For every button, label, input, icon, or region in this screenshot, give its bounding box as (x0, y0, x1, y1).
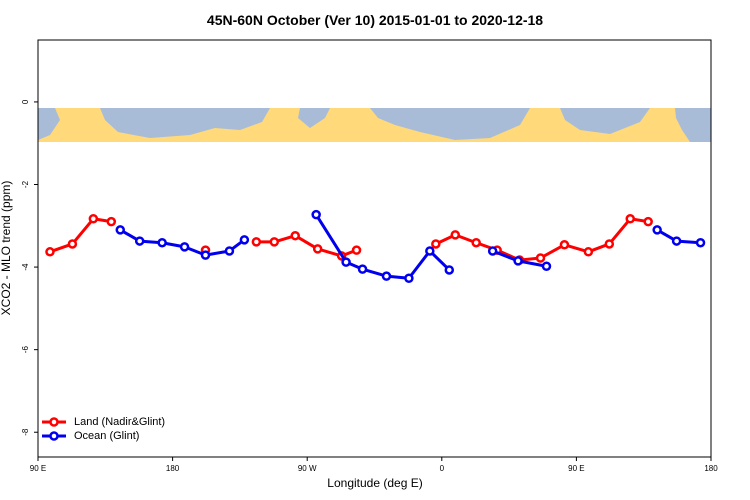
y-tick-label: -4 (21, 263, 30, 271)
data-point (88, 214, 99, 224)
data-point (341, 257, 351, 267)
x-tick-label: 90 E (568, 464, 584, 473)
data-point (652, 225, 662, 235)
data-point (625, 214, 635, 224)
legend-marker (49, 417, 59, 427)
data-point (224, 246, 235, 256)
data-point (200, 250, 211, 260)
legend-label: Ocean (Glint) (74, 430, 139, 442)
data-point (251, 237, 262, 247)
x-tick-label: 90 E (30, 464, 46, 473)
data-point (239, 235, 250, 245)
x-tick-label: 0 (440, 464, 445, 473)
chart-title: 45N-60N October (Ver 10) 2015-01-01 to 2… (207, 12, 543, 28)
data-point (671, 236, 682, 246)
data-point (179, 242, 190, 252)
data-point (425, 246, 435, 256)
data-point (357, 264, 368, 274)
data-point (583, 247, 594, 257)
y-tick-label: 0 (21, 99, 30, 104)
y-tick-label: -8 (21, 428, 30, 436)
data-point (535, 253, 546, 263)
x-tick-label: 180 (166, 464, 180, 473)
data-point (134, 236, 145, 246)
data-point (157, 237, 167, 248)
data-point (312, 244, 323, 254)
data-point (604, 239, 615, 249)
legend-label: Land (Nadir&Glint) (74, 416, 165, 428)
y-tick-label: -6 (21, 346, 30, 354)
data-point (106, 216, 117, 227)
data-point (444, 265, 455, 275)
data-point (290, 230, 300, 241)
data-point (67, 239, 78, 249)
x-tick-label: 90 W (298, 464, 317, 473)
data-point (541, 261, 552, 272)
data-point (559, 240, 570, 250)
data-point (695, 237, 706, 248)
data-point (471, 237, 481, 248)
data-point (450, 230, 461, 240)
y-axis-label: XCO2 - MLO trend (ppm) (0, 181, 13, 316)
legend-marker (49, 431, 59, 441)
plot-frame (37, 39, 712, 458)
legend: Land (Nadir&Glint) Ocean (Glint) (42, 416, 165, 442)
data-point (45, 247, 55, 257)
data-point (487, 246, 498, 256)
x-axis-label: Longitude (deg E) (327, 476, 422, 490)
data-point (643, 216, 653, 227)
data-point (513, 256, 523, 266)
data-point (404, 273, 414, 283)
data-point (115, 225, 126, 235)
data-point (311, 209, 321, 220)
data-point (351, 245, 362, 255)
data-point (269, 237, 280, 247)
data-point (381, 271, 392, 281)
map-band (38, 108, 711, 142)
y-tick-label: -2 (21, 180, 30, 188)
x-tick-label: 180 (704, 464, 718, 473)
data-point (431, 239, 441, 249)
